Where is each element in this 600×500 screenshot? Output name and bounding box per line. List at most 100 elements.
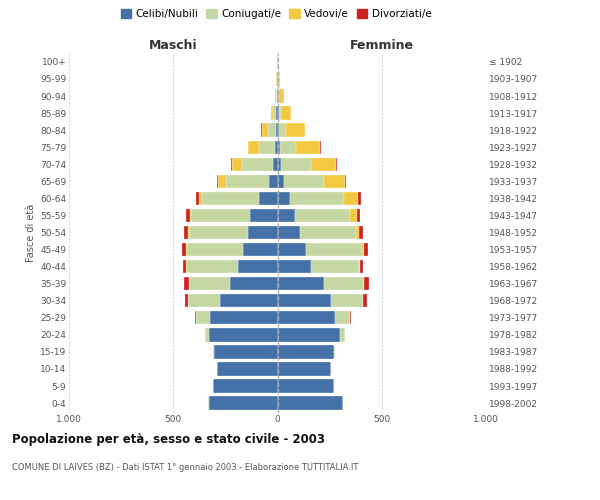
Bar [277,380,334,392]
Bar [268,124,277,137]
Text: COMUNE DI LAIVES (BZ) - Dati ISTAT 1° gennaio 2003 - Elaborazione TUTTITALIA.IT: COMUNE DI LAIVES (BZ) - Dati ISTAT 1° ge… [12,462,358,471]
Bar [214,346,277,358]
Bar [248,226,277,239]
Bar [213,380,277,392]
Bar [277,72,278,86]
Bar [210,311,277,324]
Bar [220,294,277,308]
Bar [350,209,357,222]
Bar [226,174,269,188]
Bar [325,277,364,290]
Bar [364,294,367,308]
Bar [356,226,359,239]
Bar [230,277,277,290]
Bar [311,158,336,171]
Bar [277,346,334,358]
Bar [334,346,335,358]
Bar [231,158,232,171]
Bar [281,158,311,171]
Bar [359,226,363,239]
Bar [350,311,351,324]
Text: Popolazione per età, sesso e stato civile - 2003: Popolazione per età, sesso e stato civil… [12,432,325,446]
Bar [295,209,350,222]
Bar [277,158,281,171]
Text: Maschi: Maschi [149,38,197,52]
Bar [286,124,305,137]
Bar [279,106,281,120]
Bar [277,243,305,256]
Bar [364,277,369,290]
Bar [262,124,268,137]
Bar [277,209,295,222]
Bar [269,174,277,188]
Bar [277,226,301,239]
Y-axis label: Fasce di età: Fasce di età [26,204,36,262]
Bar [238,260,277,274]
Bar [362,243,364,256]
Legend: Celibi/Nubili, Coniugati/e, Vedovi/e, Divorziati/e: Celibi/Nubili, Coniugati/e, Vedovi/e, Di… [116,5,436,24]
Bar [325,174,345,188]
Text: Femmine: Femmine [350,38,414,52]
Bar [277,192,290,205]
Bar [344,192,358,205]
Bar [296,140,320,154]
Bar [218,174,226,188]
Bar [205,328,209,342]
Bar [186,209,190,222]
Bar [277,396,343,410]
Bar [277,311,335,324]
Bar [311,260,359,274]
Bar [277,90,278,102]
Bar [191,209,250,222]
Bar [345,174,346,188]
Bar [182,243,186,256]
Bar [189,226,248,239]
Bar [186,243,187,256]
Bar [279,124,286,137]
Bar [277,140,280,154]
Bar [277,277,325,290]
Bar [271,106,274,120]
Bar [182,260,187,274]
Bar [243,243,277,256]
Bar [279,90,284,102]
Bar [281,106,290,120]
Bar [357,209,361,222]
Bar [277,124,279,137]
Bar [335,311,350,324]
Bar [275,90,276,102]
Bar [280,140,296,154]
Bar [278,90,279,102]
Bar [250,209,277,222]
Bar [274,106,277,120]
Bar [202,192,259,205]
Bar [277,294,331,308]
Bar [364,243,368,256]
Bar [196,192,199,205]
Bar [185,294,188,308]
Bar [209,396,277,410]
Bar [196,311,210,324]
Bar [217,174,218,188]
Bar [188,226,189,239]
Bar [274,158,277,171]
Bar [277,362,331,376]
Bar [217,362,277,376]
Bar [275,140,277,154]
Bar [305,243,362,256]
Bar [199,192,202,205]
Bar [340,328,344,342]
Bar [242,158,274,171]
Bar [190,209,191,222]
Bar [276,90,277,102]
Bar [358,192,361,205]
Bar [184,226,188,239]
Bar [301,226,356,239]
Bar [277,106,279,120]
Bar [331,294,363,308]
Bar [284,174,325,188]
Bar [209,328,277,342]
Bar [359,260,364,274]
Bar [277,260,311,274]
Bar [248,140,259,154]
